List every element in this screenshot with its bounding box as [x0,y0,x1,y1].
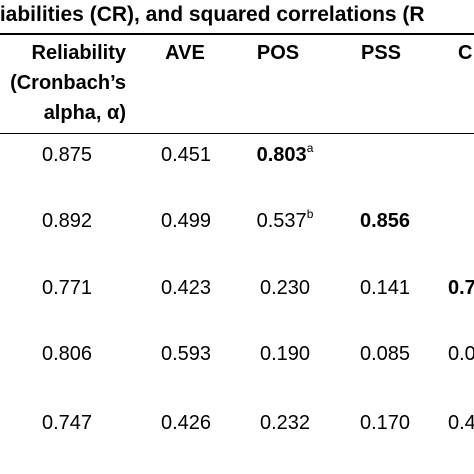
header-pos: POS [256,42,300,64]
row-3-reliability: 0.771 [41,277,93,299]
row-5-c: 0.4 [448,412,474,434]
header-rule [0,133,474,134]
row-5-reliability: 0.747 [41,412,93,434]
row-3-pos: 0.230 [259,277,311,299]
row-2-pss: 0.856 [359,210,411,232]
row-4-pss: 0.085 [359,343,411,365]
row-2-reliability: 0.892 [41,210,93,232]
row-1-pos-footnote: a [306,141,314,155]
row-4-pos: 0.190 [259,343,311,365]
row-2-ave: 0.499 [160,210,212,232]
row-4-reliability: 0.806 [41,343,93,365]
row-5-pos: 0.232 [259,412,311,434]
header-pss: PSS [360,42,402,64]
table-caption: liabilities (CR), and squared correlatio… [0,3,425,26]
row-5-ave: 0.426 [160,412,212,434]
row-1-reliability: 0.875 [41,144,93,166]
row-3-c: 0.7 [448,277,474,299]
header-reliability-line-3: alpha, α) [43,102,126,124]
row-4-c: 0.0 [448,343,474,365]
header-reliability: Reliability (Cronbach’s alpha, α) [0,38,126,128]
header-c: C [458,42,473,64]
header-reliability-line-1: Reliability [31,42,126,64]
header-ave: AVE [165,42,205,64]
row-3-pss: 0.141 [359,277,411,299]
row-2-pos: 0.537b [240,208,330,234]
row-5-pss: 0.170 [359,412,411,434]
row-3-ave: 0.423 [160,277,212,299]
top-rule [0,33,474,35]
header-reliability-line-2: (Cronbach’s [10,72,126,94]
row-4-ave: 0.593 [160,343,212,365]
row-1-pos: 0.803a [240,142,330,168]
row-1-pos-value: 0.803 [256,144,307,166]
row-2-pos-value: 0.537 [256,210,307,232]
row-2-pos-footnote: b [306,207,314,221]
row-1-ave: 0.451 [160,144,212,166]
